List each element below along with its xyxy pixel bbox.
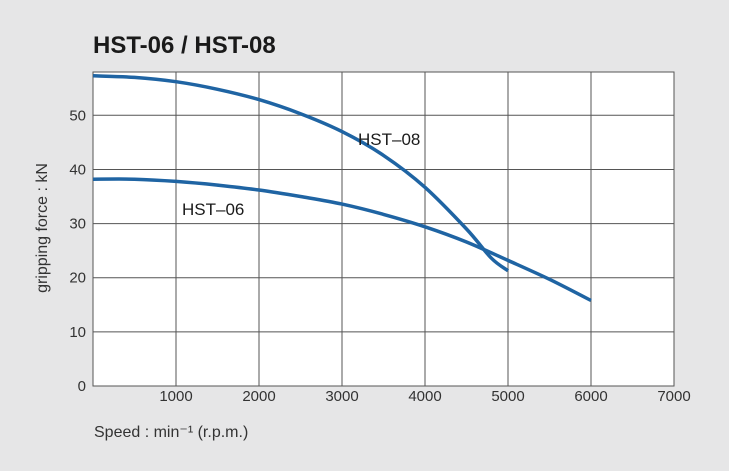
y-tick-label: 10 xyxy=(69,324,86,341)
plot-frame xyxy=(92,71,675,387)
x-tick-label: 5000 xyxy=(491,388,524,405)
y-axis-label: gripping force : kN xyxy=(34,163,51,293)
plot-area xyxy=(93,72,674,386)
x-tick-label: 4000 xyxy=(408,388,441,405)
x-tick-label: 2000 xyxy=(242,388,275,405)
chart-title: HST-06 / HST-08 xyxy=(93,32,276,59)
x-tick-label: 3000 xyxy=(325,388,358,405)
x-tick-label: 1000 xyxy=(159,388,192,405)
x-tick-labels: 1000 2000 3000 4000 5000 6000 7000 xyxy=(159,388,690,405)
hst-06-label: HST–06 xyxy=(182,200,244,219)
x-axis-label: Speed : min⁻¹ (r.p.m.) xyxy=(94,424,248,441)
y-tick-label: 40 xyxy=(69,161,86,178)
x-tick-label: 6000 xyxy=(574,388,607,405)
x-tick-label: 7000 xyxy=(657,388,690,405)
series-labels: HST–08 HST–06 xyxy=(182,130,420,219)
y-tick-label: 50 xyxy=(69,107,86,124)
series-lines xyxy=(92,74,592,303)
y-tick-label: 20 xyxy=(69,270,86,287)
hst-08-line xyxy=(92,74,510,273)
grid xyxy=(92,71,675,387)
y-tick-labels: 0 10 20 30 40 50 xyxy=(69,107,86,395)
hst-06-line xyxy=(92,177,592,303)
y-tick-label: 0 xyxy=(78,378,86,395)
hst-08-label: HST–08 xyxy=(358,130,420,149)
y-tick-label: 30 xyxy=(69,216,86,233)
